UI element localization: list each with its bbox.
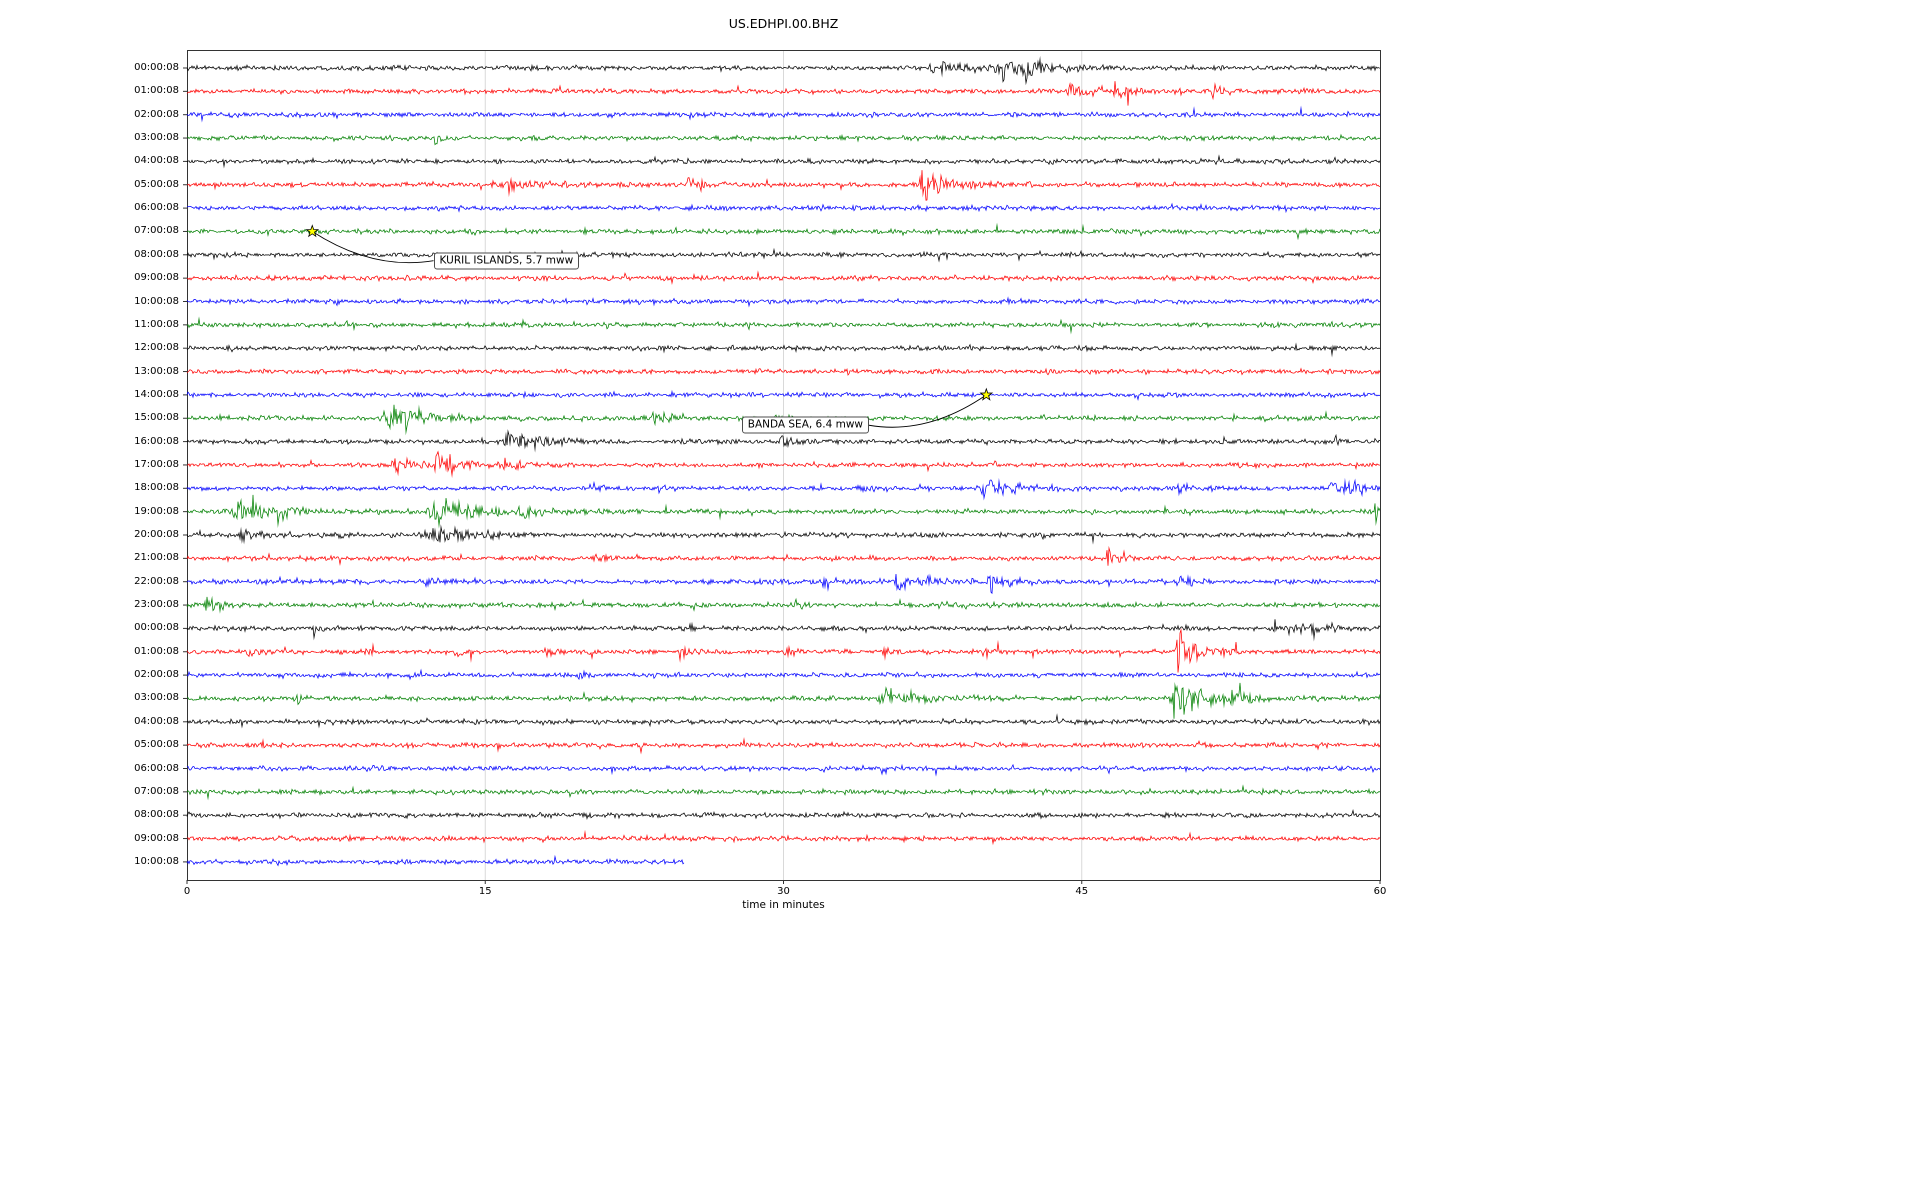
y-tick-label: 08:00:08	[134, 248, 179, 260]
x-tick-label: 0	[183, 886, 191, 897]
y-tick-label: 23:00:08	[134, 599, 179, 611]
y-tick-label: 17:00:08	[134, 458, 179, 470]
annotation-kuril-islands: KURIL ISLANDS, 5.7 mww	[433, 252, 580, 270]
y-tick-label: 07:00:08	[134, 785, 179, 797]
x-tick-label: 60	[1373, 886, 1387, 897]
annotation-banda-sea: BANDA SEA, 6.4 mww	[741, 416, 869, 434]
y-tick-label: 10:00:08	[134, 855, 179, 867]
y-tick-label: 05:00:08	[134, 178, 179, 190]
y-tick-label: 20:00:08	[134, 529, 179, 540]
y-tick-label: 05:00:08	[134, 739, 179, 751]
y-tick-label: 03:00:08	[134, 132, 179, 144]
y-tick-label: 08:00:08	[134, 809, 179, 821]
y-tick-label: 09:00:08	[134, 272, 179, 284]
annotation-banda-sea-text: BANDA SEA, 6.4 mww	[747, 418, 863, 431]
y-tick-label: 04:00:08	[134, 715, 179, 727]
y-tick-label: 04:00:08	[134, 155, 179, 167]
y-tick-label: 03:00:08	[134, 692, 179, 704]
y-tick-label: 02:00:08	[134, 108, 179, 120]
chart-title: US.EDHPI.00.BHZ	[728, 16, 839, 31]
y-tick-label: 14:00:08	[134, 388, 179, 400]
y-tick-label: 12:00:08	[134, 342, 179, 354]
y-tick-label: 18:00:08	[134, 482, 179, 494]
y-tick-label: 02:00:08	[134, 669, 179, 681]
y-tick-label: 01:00:08	[134, 85, 179, 97]
x-tick-label: 45	[1075, 886, 1089, 897]
y-tick-label: 16:00:08	[134, 435, 179, 447]
y-tick-label: 22:00:08	[134, 575, 179, 587]
y-tick-label: 06:00:08	[134, 762, 179, 774]
y-tick-label: 13:00:08	[134, 365, 179, 377]
y-tick-label: 15:00:08	[134, 412, 179, 424]
y-tick-label: 00:00:08	[134, 622, 179, 634]
y-tick-label: 07:00:08	[134, 225, 179, 237]
y-tick-label: 21:00:08	[134, 552, 179, 564]
y-tick-label: 00:00:08	[134, 62, 179, 73]
x-tick-label: 30	[777, 886, 790, 897]
x-axis-title: time in minutes	[742, 899, 825, 911]
x-tick-label: 15	[478, 886, 492, 897]
y-tick-label: 11:00:08	[134, 318, 179, 330]
y-tick-label: 01:00:08	[134, 645, 179, 657]
y-tick-label: 09:00:08	[134, 832, 179, 844]
annotation-kuril-islands-text: KURIL ISLANDS, 5.7 mww	[439, 254, 574, 267]
y-tick-label: 10:00:08	[134, 295, 179, 307]
y-tick-label: 19:00:08	[134, 505, 179, 517]
y-tick-label: 06:00:08	[134, 202, 179, 214]
